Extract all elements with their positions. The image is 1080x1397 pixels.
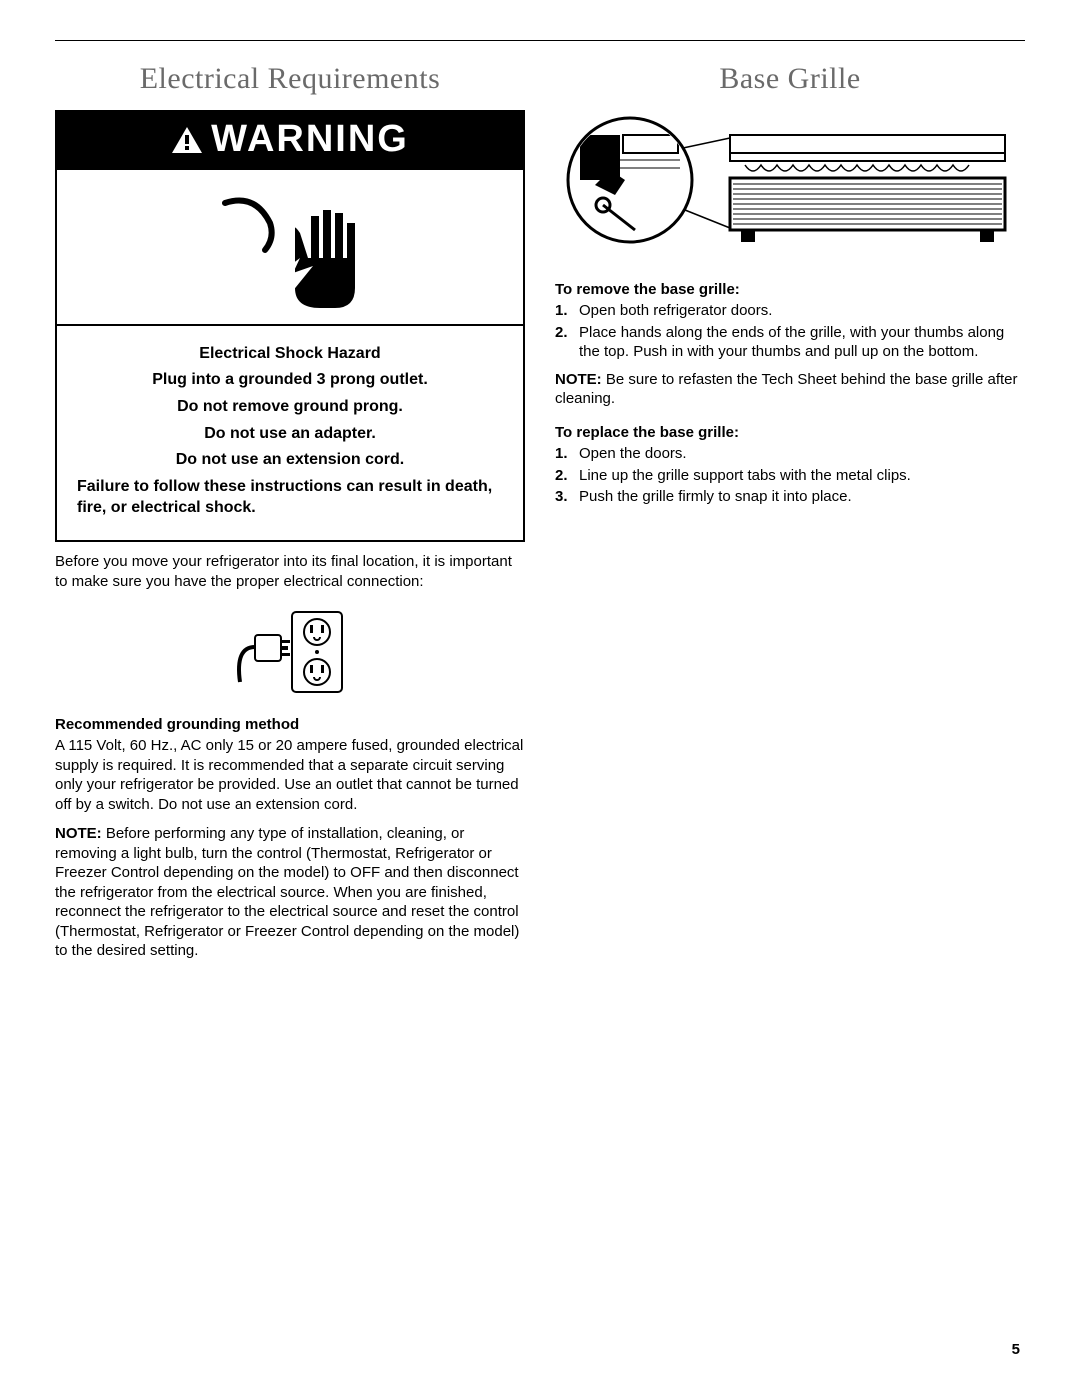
- list-item: Line up the grille support tabs with the…: [555, 466, 1025, 486]
- left-note: NOTE: Before performing any type of inst…: [55, 824, 525, 961]
- outlet-illustration: [55, 607, 525, 703]
- hazard-line: Do not use an adapter.: [77, 423, 503, 445]
- recommended-grounding-body: A 115 Volt, 60 Hz., AC only 15 or 20 amp…: [55, 736, 525, 814]
- intro-paragraph: Before you move your refrigerator into i…: [55, 552, 525, 591]
- electrical-requirements-heading: Electrical Requirements: [55, 59, 525, 98]
- replace-steps: Open the doors. Line up the grille suppo…: [555, 444, 1025, 507]
- hazard-line: Do not remove ground prong.: [77, 396, 503, 418]
- list-item: Open the doors.: [555, 444, 1025, 464]
- remove-grille-heading: To remove the base grille:: [555, 280, 1025, 300]
- left-column: Electrical Requirements WARNING: [55, 59, 525, 971]
- warning-header: WARNING: [57, 112, 523, 170]
- hazard-line: Electrical Shock Hazard: [77, 343, 503, 365]
- hazard-line: Do not use an extension cord.: [77, 449, 503, 471]
- list-item: Open both refrigerator doors.: [555, 301, 1025, 321]
- alert-triangle-icon: [171, 126, 203, 154]
- recommended-grounding-heading: Recommended grounding method: [55, 715, 525, 735]
- hazard-tail: Failure to follow these instructions can…: [77, 476, 503, 519]
- warning-text: Electrical Shock Hazard Plug into a grou…: [57, 326, 523, 540]
- list-item: Push the grille firmly to snap it into p…: [555, 487, 1025, 507]
- note-body: Before performing any type of installati…: [55, 825, 519, 959]
- base-grille-heading: Base Grille: [555, 59, 1025, 98]
- remove-note: NOTE: Be sure to refasten the Tech Sheet…: [555, 370, 1025, 409]
- shock-hazard-illustration: [57, 170, 523, 326]
- warning-box: WARNING Electrical Sho: [55, 110, 525, 542]
- list-item: Place hands along the ends of the grille…: [555, 323, 1025, 362]
- right-column: Base Grille: [555, 59, 1025, 971]
- note-label: NOTE:: [55, 825, 102, 842]
- hazard-line: Plug into a grounded 3 prong outlet.: [77, 369, 503, 391]
- base-grille-illustration: [555, 110, 1025, 266]
- warning-label: WARNING: [211, 115, 409, 164]
- note-body: Be sure to refasten the Tech Sheet behin…: [555, 371, 1018, 408]
- page-number: 5: [1012, 1340, 1020, 1360]
- note-label: NOTE:: [555, 371, 602, 388]
- replace-grille-heading: To replace the base grille:: [555, 423, 1025, 443]
- remove-steps: Open both refrigerator doors. Place hand…: [555, 301, 1025, 362]
